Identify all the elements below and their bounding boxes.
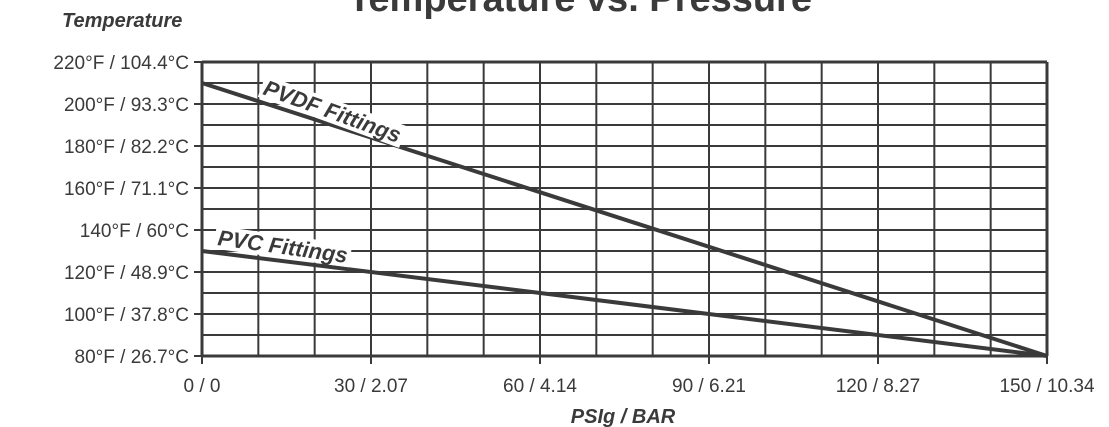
y-tick-label: 140°F / 60°C: [80, 221, 189, 242]
y-tick-label: 80°F / 26.7°C: [75, 347, 189, 368]
y-tick-label: 220°F / 104.4°C: [53, 53, 189, 74]
tick-labels: 0 / 0 30 / 2.07 60 / 4.14 90 / 6.21 120 / 8.…: [53, 53, 1095, 397]
y-tick-label: 180°F / 82.2°C: [64, 137, 189, 158]
y-tick-label: 200°F / 93.3°C: [64, 95, 189, 116]
x-tick-label: 90 / 6.21: [672, 376, 746, 397]
y-tick-label: 100°F / 37.8°C: [64, 305, 189, 326]
x-tick-label: 150 / 10.34: [999, 376, 1095, 397]
chart-title: Temperature vs. Pressure: [348, 0, 812, 20]
x-tick-label: 0 / 0: [184, 376, 221, 397]
series-line-pvc: [201, 249, 1048, 358]
series-label-background: [213, 225, 353, 268]
y-tick-label: 160°F / 71.1°C: [64, 179, 189, 200]
grid: [200, 60, 1049, 358]
series-label-pvdf: PVDF Fittings: [260, 75, 404, 148]
x-axis-title: PSIg / BAR: [571, 406, 676, 427]
y-axis-title: Temperature: [62, 10, 182, 32]
x-tick-label: 30 / 2.07: [334, 376, 408, 397]
series-label-background: [257, 75, 407, 148]
series-group: [201, 81, 1048, 358]
series-line-pvdf: [201, 81, 1048, 358]
x-tick-label: 120 / 8.27: [836, 376, 921, 397]
y-tick-label: 120°F / 48.9°C: [64, 263, 189, 284]
x-tick-label: 60 / 4.14: [503, 376, 577, 397]
